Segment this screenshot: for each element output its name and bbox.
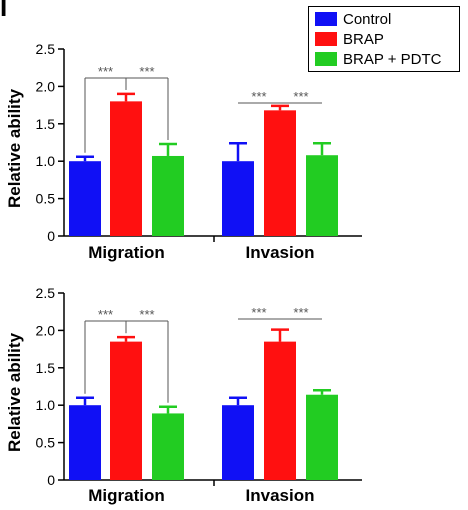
legend-label-brap-pdtc: BRAP + PDTC xyxy=(343,50,442,68)
legend-swatch-brap xyxy=(315,32,337,46)
y-tick-label: 0 xyxy=(47,472,55,488)
y-axis-label: Relative ability xyxy=(5,88,24,208)
bar xyxy=(152,155,184,236)
y-tick-label: 1.0 xyxy=(36,153,56,169)
bar xyxy=(110,101,142,236)
legend-label-brap: BRAP xyxy=(343,30,384,48)
y-axis-label: Relative ability xyxy=(5,332,24,452)
y-tick-label: 0.5 xyxy=(36,435,56,451)
y-tick-label: 2.0 xyxy=(36,78,56,94)
y-tick-label: 0 xyxy=(47,228,55,244)
bar xyxy=(264,341,296,480)
chart-2: 0 0.5 1.0 1.5 2.0 2.5 Relative ability Migratio… xyxy=(5,285,362,505)
legend-item-control: Control xyxy=(315,10,391,28)
y-tick-label: 2.0 xyxy=(36,322,56,338)
bar xyxy=(306,155,338,236)
significance-label: *** xyxy=(139,307,154,322)
significance-label: *** xyxy=(139,64,154,79)
y-tick-label: 1.5 xyxy=(36,360,56,376)
bar xyxy=(110,341,142,480)
bar xyxy=(222,161,254,236)
y-tick-label: 0.5 xyxy=(36,191,56,207)
legend-item-brap-pdtc: BRAP + PDTC xyxy=(315,50,442,68)
legend-item-brap: BRAP xyxy=(315,30,384,48)
significance-label: *** xyxy=(251,305,266,320)
legend-swatch-control xyxy=(315,12,337,26)
bar xyxy=(264,110,296,236)
bar xyxy=(69,405,101,480)
significance-label: *** xyxy=(251,89,266,104)
y-tick-label: 1.5 xyxy=(36,116,56,132)
significance-label: *** xyxy=(293,305,308,320)
bar xyxy=(306,394,338,480)
chart-1: 0 0.5 1.0 1.5 2.0 2.5 Relative ability Migratio… xyxy=(5,41,362,262)
bar xyxy=(152,413,184,480)
y-tick-label: 2.5 xyxy=(36,285,56,301)
significance-label: *** xyxy=(98,64,113,79)
category-label: Migration xyxy=(88,243,165,262)
legend: Control BRAP BRAP + PDTC xyxy=(308,6,460,72)
bar xyxy=(69,161,101,236)
y-tick-label: 1.0 xyxy=(36,397,56,413)
y-tick-label: 2.5 xyxy=(36,41,56,57)
category-label: Invasion xyxy=(246,243,315,262)
significance-label: *** xyxy=(98,307,113,322)
category-label: Migration xyxy=(88,486,165,505)
legend-label-control: Control xyxy=(343,10,392,28)
bar xyxy=(222,405,254,480)
significance-label: *** xyxy=(293,89,308,104)
panel-letter: I xyxy=(0,0,8,22)
legend-swatch-brap-pdtc xyxy=(315,52,337,66)
category-label: Invasion xyxy=(246,486,315,505)
